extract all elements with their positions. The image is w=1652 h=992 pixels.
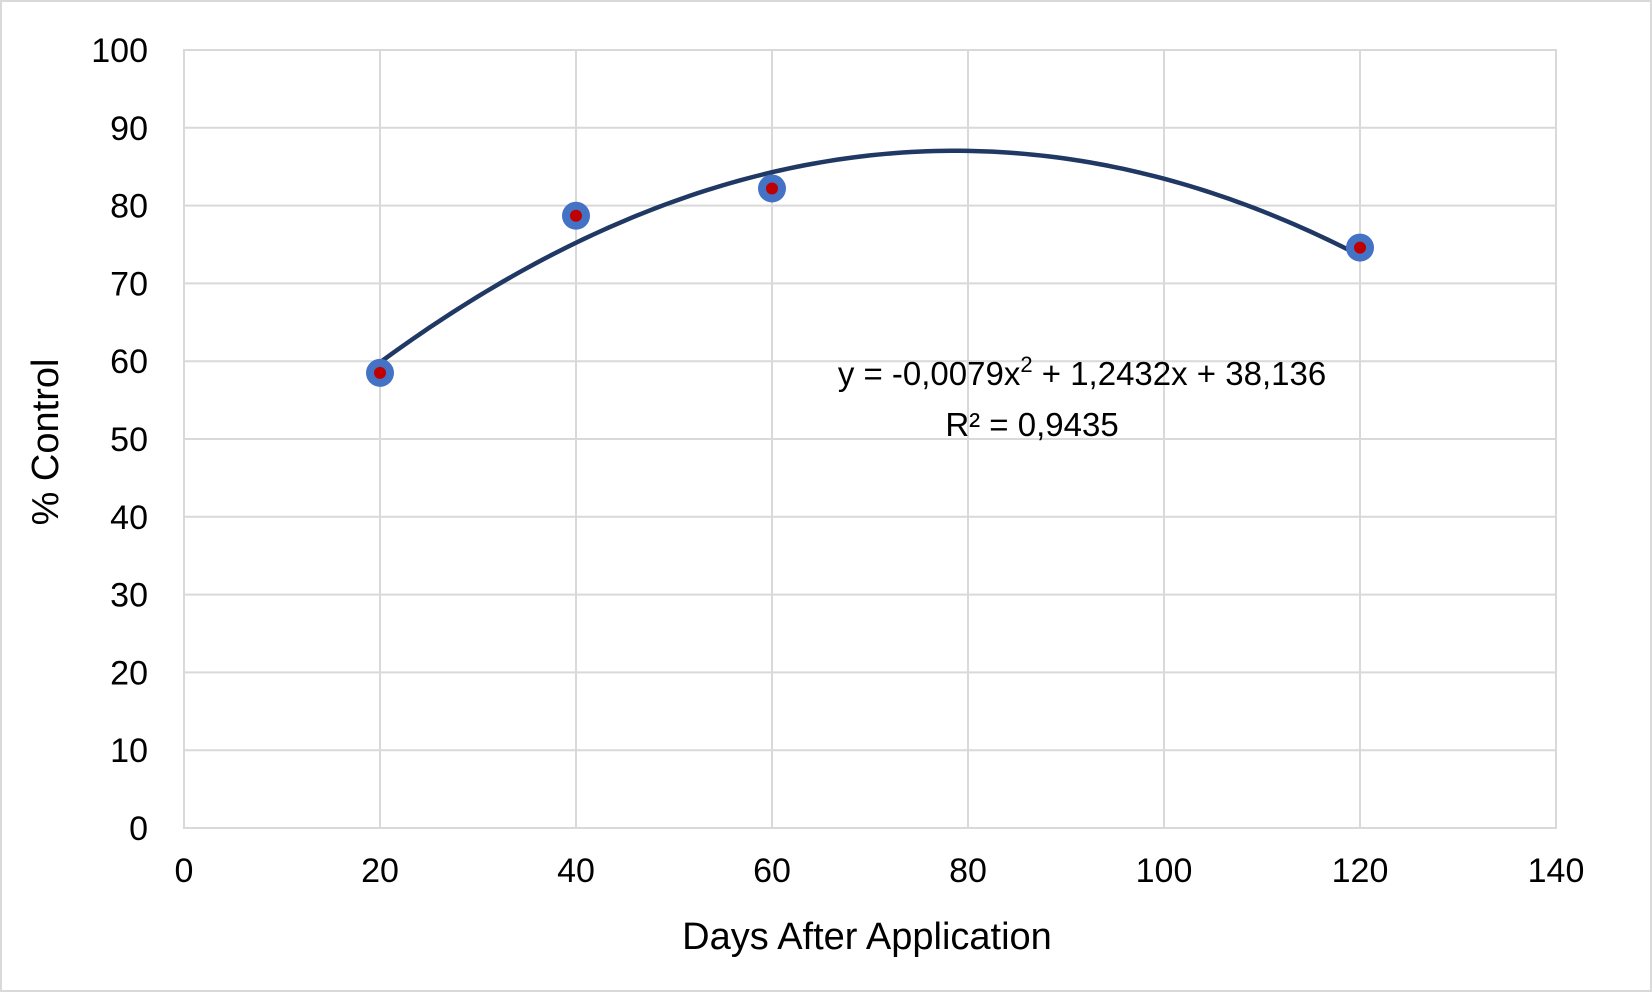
y-tick-label: 50 — [110, 421, 148, 459]
x-tick-label: 100 — [1136, 852, 1193, 890]
y-tick-label: 90 — [110, 110, 148, 148]
y-tick-label: 70 — [110, 265, 148, 303]
trendline-equation: y = -0,0079x2 + 1,2432x + 38,136 — [838, 352, 1326, 392]
data-point-center — [1354, 241, 1366, 254]
x-tick-label: 120 — [1332, 852, 1389, 890]
x-tick-label: 40 — [557, 852, 595, 890]
y-axis-title: % Control — [25, 359, 67, 526]
data-point-center — [374, 366, 386, 379]
y-tick-label: 40 — [110, 499, 148, 537]
y-tick-labels: 0 10 20 30 40 50 60 70 80 90 100 — [91, 32, 148, 848]
trendline-group — [377, 148, 1363, 365]
x-tick-label: 0 — [175, 852, 194, 890]
data-point-center — [570, 209, 582, 222]
y-tick-label: 30 — [110, 577, 148, 615]
data-point-center — [766, 182, 778, 195]
x-tick-label: 140 — [1528, 852, 1585, 890]
trendline — [377, 148, 1363, 365]
x-tick-labels: 0 20 40 60 80 100 120 140 — [175, 852, 1585, 890]
data-points — [366, 174, 1374, 387]
grid-lines — [183, 49, 1557, 829]
r-squared-label: R² = 0,9435 — [945, 406, 1118, 443]
x-tick-label: 60 — [753, 852, 791, 890]
x-tick-label: 80 — [949, 852, 987, 890]
y-tick-label: 0 — [129, 810, 148, 848]
y-tick-label: 80 — [110, 188, 148, 226]
y-tick-label: 100 — [91, 32, 148, 70]
x-axis-title: Days After Application — [682, 916, 1052, 958]
y-tick-label: 60 — [110, 343, 148, 381]
x-tick-label: 20 — [361, 852, 399, 890]
y-tick-label: 10 — [110, 732, 148, 770]
y-tick-label: 20 — [110, 654, 148, 692]
